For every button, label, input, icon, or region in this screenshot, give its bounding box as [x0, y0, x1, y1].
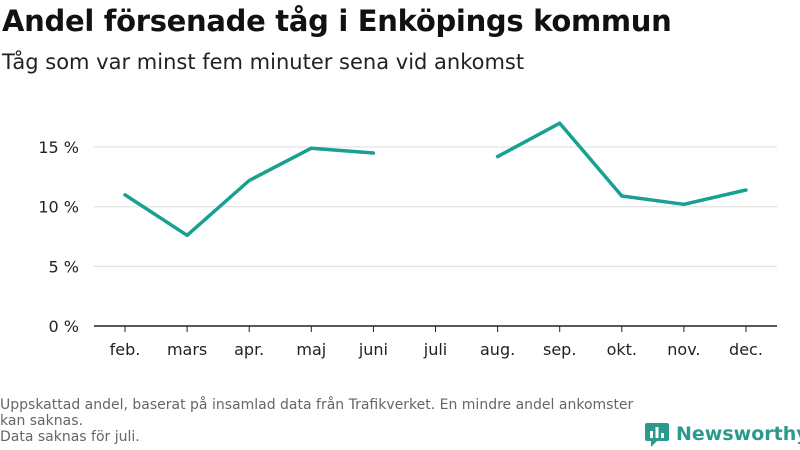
footnote-source: Uppskattad andel, baserat på insamlad da…: [0, 397, 634, 429]
series-line-segment: [495, 121, 748, 207]
series-delayed-share: [123, 121, 748, 238]
gridlines: [94, 146, 777, 267]
newsworthy-logo-icon: [645, 423, 669, 447]
x-tick-label: nov.: [667, 340, 700, 359]
series-line-segment: [123, 146, 376, 238]
x-tick-label: sep.: [543, 340, 576, 359]
x-tick-label: feb.: [110, 340, 141, 359]
brand-logo: Newsworthy: [644, 420, 800, 448]
x-axis-ticks: feb. mars apr. maj juni juli aug. sep. okt. nov. d…: [110, 326, 763, 359]
footnote-missing-data: Data saknas för juli.: [0, 429, 140, 445]
y-tick-label: 0 %: [49, 317, 79, 336]
y-tick-label: 5 %: [49, 257, 79, 276]
x-tick-label: maj: [296, 340, 326, 359]
x-tick-label: dec.: [729, 340, 763, 359]
y-tick-label: 15 %: [38, 138, 79, 157]
x-tick-label: okt.: [607, 340, 637, 359]
x-tick-label: apr.: [234, 340, 264, 359]
y-axis-tick-labels: 0 % 5 % 10 % 15 %: [38, 138, 79, 336]
footnote: Uppskattad andel, baserat på insamlad da…: [0, 397, 640, 445]
x-tick-label: juli: [423, 340, 447, 359]
chart-title: Andel försenade tåg i Enköpings kommun: [2, 4, 672, 38]
x-tick-label: juni: [358, 340, 388, 359]
chart-subtitle: Tåg som var minst fem minuter sena vid a…: [2, 50, 525, 74]
brand-name: Newsworthy: [676, 423, 800, 445]
x-tick-label: aug.: [480, 340, 515, 359]
y-tick-label: 10 %: [38, 198, 79, 217]
x-tick-label: mars: [167, 340, 207, 359]
